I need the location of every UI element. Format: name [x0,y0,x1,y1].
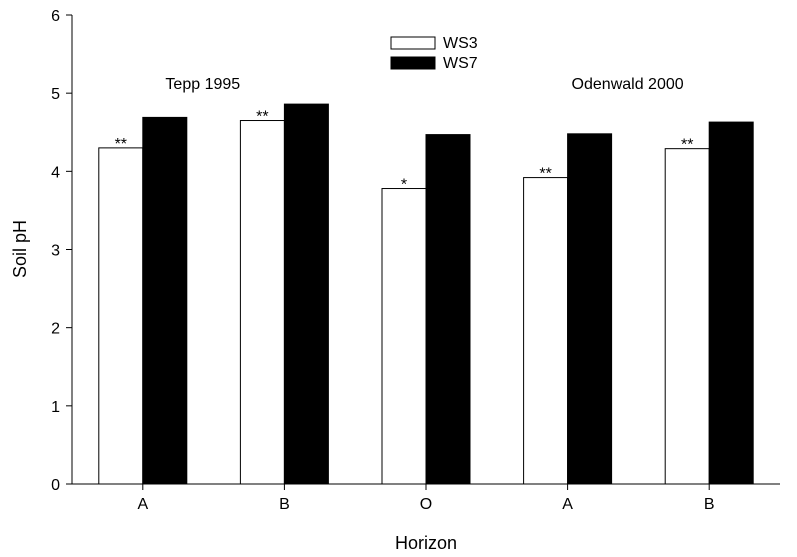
x-tick-label: O [420,496,432,513]
y-tick-label: 4 [51,164,60,181]
bar-ws3 [523,177,569,485]
significance-marks: ********* [115,109,694,194]
y-tick-label: 6 [51,8,60,25]
significance-mark: ** [115,136,127,153]
y-tick-label: 5 [51,86,60,103]
x-tick-label: B [704,496,715,513]
y-tick-label: 3 [51,243,60,260]
x-tick-label: B [279,496,290,513]
legend-label-ws7: WS7 [443,55,478,72]
bar-ws3 [98,147,144,485]
bars [98,103,754,485]
bar-ws7 [425,134,471,485]
legend-label-ws3: WS3 [443,35,478,52]
bar-ws3 [381,188,427,485]
y-ticks: 0 1 2 3 4 5 6 [51,8,72,494]
study-annotation: Tepp 1995 [165,76,240,93]
legend-swatch-ws3 [390,36,436,50]
bar-ws7 [283,103,329,485]
bar-ws7 [142,116,188,485]
significance-mark: ** [681,137,693,154]
y-tick-label: 2 [51,321,60,338]
bar-ws3 [664,148,710,485]
legend: WS3 WS7 [390,35,478,72]
significance-mark: ** [539,166,551,183]
x-axis-title: Horizon [395,533,457,553]
y-tick-label: 0 [51,477,60,494]
significance-mark: * [401,177,407,194]
x-tick-label: A [137,496,148,513]
legend-swatch-ws7 [390,56,436,70]
significance-mark: ** [256,109,268,126]
y-tick-label: 1 [51,399,60,416]
bar-ws7 [567,133,613,485]
bar-ws7 [708,121,754,485]
y-axis-title: Soil pH [10,220,30,278]
study-annotation: Odenwald 2000 [572,76,684,93]
bar-ws3 [239,120,285,485]
annotations: Tepp 1995 Odenwald 2000 [165,76,683,93]
x-tick-label: A [562,496,573,513]
